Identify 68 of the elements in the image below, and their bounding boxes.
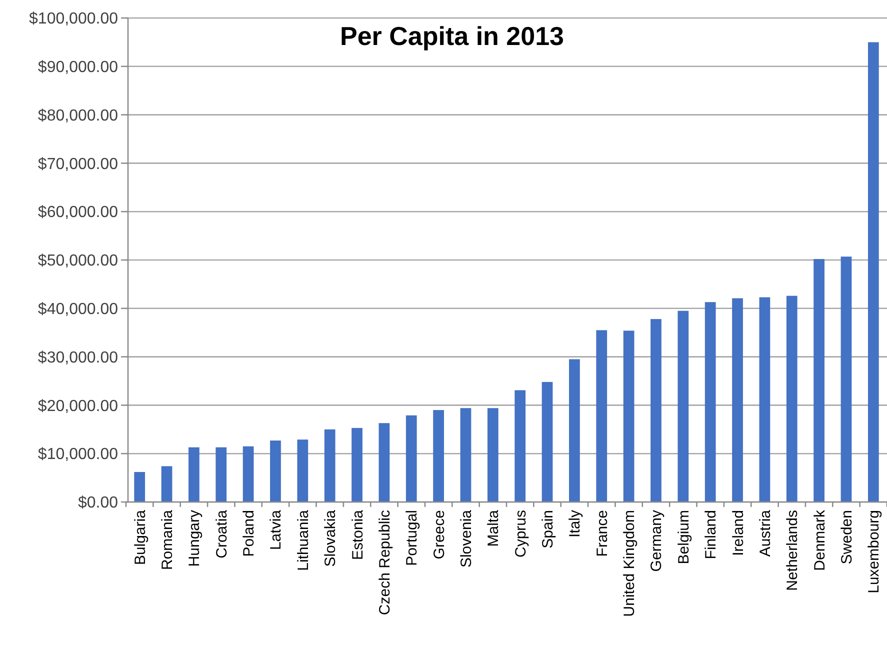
x-tick-label: Poland <box>240 510 258 557</box>
y-tick-label: $0.00 <box>78 494 118 512</box>
y-tick-label: $20,000.00 <box>38 398 118 415</box>
x-tick-label: Denmark <box>811 510 828 571</box>
bar <box>786 296 798 502</box>
bar <box>514 390 526 502</box>
bar <box>732 298 743 502</box>
x-tick-label: Bulgaria <box>132 509 149 566</box>
bar <box>596 330 608 502</box>
bar <box>297 440 308 502</box>
x-tick-label: Germany <box>648 510 666 572</box>
x-tick-label: Austria <box>756 509 774 557</box>
x-tick-label: Slovenia <box>458 509 475 568</box>
bar <box>188 447 200 502</box>
bar <box>569 359 580 502</box>
x-tick-label: Lithuania <box>294 509 312 571</box>
x-tick-label: France <box>594 510 611 557</box>
bar <box>814 259 824 502</box>
x-tick-label: Czech Republic <box>376 510 394 616</box>
bar <box>216 447 227 502</box>
y-tick-label: $100,000.00 <box>29 10 118 28</box>
x-tick-label: Estonia <box>349 509 366 560</box>
x-tick-label: Portugal <box>404 510 421 566</box>
bar <box>623 330 634 502</box>
bar <box>352 428 362 502</box>
bar <box>242 446 254 502</box>
bar <box>378 423 390 502</box>
bar <box>487 408 498 502</box>
y-tick-label: $70,000.00 <box>38 156 118 173</box>
y-tick-label: $40,000.00 <box>38 301 118 318</box>
bar <box>433 410 444 502</box>
bar <box>324 429 336 502</box>
y-tick-label: $10,000.00 <box>38 446 118 464</box>
bar <box>650 319 662 502</box>
y-tick-label: $90,000.00 <box>38 59 118 76</box>
bar <box>704 302 716 502</box>
chart-title: Per Capita in 2013 <box>340 21 564 51</box>
y-tick-label: $60,000.00 <box>38 204 118 222</box>
x-tick-label: Hungary <box>186 510 204 567</box>
bar <box>868 42 879 502</box>
x-tick-label: Italy <box>566 510 584 538</box>
bar <box>678 310 689 502</box>
bar <box>134 472 146 502</box>
bar <box>759 297 770 502</box>
bar <box>542 382 553 502</box>
y-tick-label: $80,000.00 <box>38 107 118 124</box>
x-tick-label: Sweden <box>838 510 856 564</box>
x-tick-label: Cyprus <box>512 510 530 558</box>
x-tick-label: Finland <box>702 510 720 560</box>
x-tick-label: Slovakia <box>322 509 340 567</box>
y-tick-label: $50,000.00 <box>38 252 118 270</box>
bar <box>406 415 417 502</box>
x-tick-label: Belgium <box>675 510 692 564</box>
y-tick-label: $30,000.00 <box>38 349 118 366</box>
x-tick-label: United Kingdom <box>621 510 638 617</box>
x-tick-label: Spain <box>540 510 557 548</box>
x-tick-label: Netherlands <box>784 510 802 591</box>
x-tick-label: Romania <box>159 509 176 570</box>
x-tick-label: Greece <box>430 510 448 560</box>
x-tick-label: Ireland <box>730 510 747 556</box>
bar <box>270 440 281 502</box>
bar <box>840 256 852 502</box>
x-tick-label: Malta <box>485 509 502 547</box>
x-tick-label: Croatia <box>213 509 230 558</box>
x-tick-label: Luxembourg <box>866 510 883 594</box>
bar <box>460 408 472 502</box>
bar <box>161 466 172 502</box>
x-tick-label: Latvia <box>268 509 285 550</box>
